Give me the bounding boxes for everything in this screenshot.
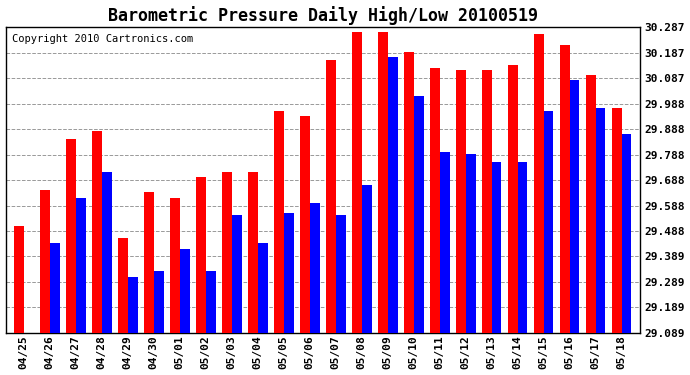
Bar (221, 172, 232, 333)
Bar (404, 52, 413, 333)
Bar (40, 190, 50, 333)
Bar (179, 249, 190, 333)
Bar (92, 131, 101, 333)
Bar (310, 202, 319, 333)
Bar (232, 215, 241, 333)
Bar (508, 65, 518, 333)
Bar (482, 70, 491, 333)
Bar (76, 198, 86, 333)
Bar (335, 215, 346, 333)
Bar (274, 111, 284, 333)
Bar (284, 213, 293, 333)
Bar (595, 108, 605, 333)
Bar (362, 185, 371, 333)
Bar (299, 116, 310, 333)
Bar (206, 272, 215, 333)
Bar (128, 277, 137, 333)
Bar (388, 57, 397, 333)
Bar (144, 192, 154, 333)
Bar (196, 177, 206, 333)
Bar (377, 32, 388, 333)
Bar (66, 139, 76, 333)
Bar (622, 134, 631, 333)
Bar (612, 108, 622, 333)
Bar (570, 80, 580, 333)
Bar (586, 75, 595, 333)
Bar (560, 45, 570, 333)
Bar (14, 226, 23, 333)
Bar (248, 172, 257, 333)
Bar (154, 272, 164, 333)
Bar (170, 198, 179, 333)
Text: Copyright 2010 Cartronics.com: Copyright 2010 Cartronics.com (12, 34, 193, 44)
Title: Barometric Pressure Daily High/Low 20100519: Barometric Pressure Daily High/Low 20100… (108, 6, 538, 24)
Bar (430, 68, 440, 333)
Bar (466, 154, 475, 333)
Bar (326, 60, 335, 333)
Bar (101, 172, 112, 333)
Bar (118, 238, 128, 333)
Bar (544, 111, 553, 333)
Bar (413, 96, 424, 333)
Bar (456, 70, 466, 333)
Bar (257, 243, 268, 333)
Bar (352, 32, 362, 333)
Bar (534, 34, 544, 333)
Bar (491, 162, 502, 333)
Bar (440, 152, 449, 333)
Bar (518, 162, 527, 333)
Bar (50, 243, 59, 333)
